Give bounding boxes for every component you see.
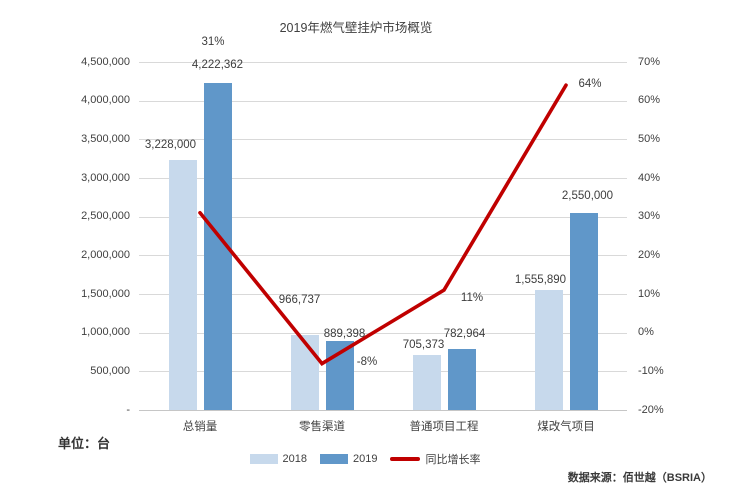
- gridline: [139, 410, 627, 411]
- legend-swatch-2019-icon: [320, 454, 348, 464]
- y-axis-left-tick: 1,500,000: [81, 287, 130, 300]
- y-axis-left-tick: 4,500,000: [81, 55, 130, 68]
- gridline: [139, 216, 627, 218]
- bar-label-2018-1: 966,737: [278, 294, 321, 307]
- legend-label-2018: 2018: [282, 453, 307, 465]
- bar-label-2019-3: 2,550,000: [561, 189, 614, 202]
- bar-2018-3: [534, 289, 563, 410]
- bar-2018-0: [168, 160, 197, 410]
- y-axis-right-tick: 40%: [638, 171, 661, 184]
- y-axis-left-tick: 3,500,000: [81, 132, 130, 145]
- y-axis-left-tick: -: [126, 403, 130, 416]
- bar-label-2018-0: 3,228,000: [144, 139, 197, 152]
- y-axis-left-tick: 500,000: [90, 364, 130, 377]
- legend-label-2019: 2019: [353, 453, 378, 465]
- y-axis-right-tick: -10%: [638, 364, 664, 377]
- x-axis-category-0: 总销量: [182, 421, 218, 433]
- bar-2019-3: [569, 212, 598, 410]
- x-axis-category-1: 零售渠道: [299, 421, 345, 433]
- bar-2018-1: [290, 335, 319, 410]
- growth-line: [198, 83, 568, 366]
- growth-label-2: 11%: [460, 292, 484, 305]
- legend-label-growth: 同比增长率: [425, 454, 481, 466]
- growth-label-1: -8%: [356, 355, 378, 368]
- legend-item-2018: 2018: [249, 453, 307, 465]
- gridline: [139, 100, 627, 102]
- gridline: [139, 294, 627, 295]
- legend: 2018 2019 同比增长率: [0, 450, 730, 468]
- chart-title: 2019年燃气壁挂炉市场概览: [279, 21, 433, 35]
- gridline: [139, 255, 627, 257]
- y-axis-right-tick: 10%: [638, 287, 661, 300]
- x-axis-category-3: 煤改气项目: [537, 421, 595, 433]
- unit-note: 单位：台: [58, 436, 111, 451]
- bar-2019-2: [447, 349, 476, 410]
- x-axis-category-2: 普通项目工程: [409, 421, 479, 433]
- growth-label-0: 31%: [201, 35, 225, 48]
- y-axis-left-tick: 1,000,000: [81, 326, 130, 339]
- y-axis-left-tick: 2,000,000: [81, 248, 130, 261]
- y-axis-right-tick: 60%: [638, 94, 661, 107]
- gridline: [139, 139, 627, 141]
- y-axis-left-tick: 2,500,000: [81, 210, 130, 223]
- legend-swatch-growth-line-icon: [390, 457, 421, 461]
- y-axis-right-tick: 20%: [638, 248, 661, 261]
- y-axis-left-tick: 4,000,000: [81, 94, 130, 107]
- bar-label-2018-3: 1,555,890: [514, 273, 567, 286]
- growth-label-3: 64%: [578, 78, 602, 91]
- y-axis-right-tick: 30%: [638, 210, 661, 223]
- legend-swatch-2018-icon: [249, 454, 278, 464]
- y-axis-left-tick: 3,000,000: [81, 171, 130, 184]
- bar-label-2019-2: 782,964: [443, 328, 486, 341]
- y-axis-right-tick: 70%: [638, 55, 661, 68]
- bar-2018-2: [412, 355, 441, 410]
- source-note: 数据来源：佰世越（BSRIA）: [567, 472, 712, 484]
- y-axis-right-tick: -20%: [638, 403, 664, 416]
- y-axis-right-tick: 50%: [638, 132, 661, 145]
- legend-item-2019: 2019: [320, 453, 377, 465]
- bar-label-2019-0: 4,222,362: [191, 59, 244, 72]
- bar-label-2019-1: 889,398: [323, 328, 366, 341]
- y-axis-right-tick: 0%: [638, 326, 654, 339]
- gridline: [139, 332, 627, 334]
- gridline: [139, 371, 627, 373]
- legend-item-growth: 同比增长率: [390, 451, 480, 467]
- bar-label-2018-2: 705,373: [402, 339, 445, 352]
- gridline: [139, 178, 627, 179]
- gridline: [139, 62, 627, 63]
